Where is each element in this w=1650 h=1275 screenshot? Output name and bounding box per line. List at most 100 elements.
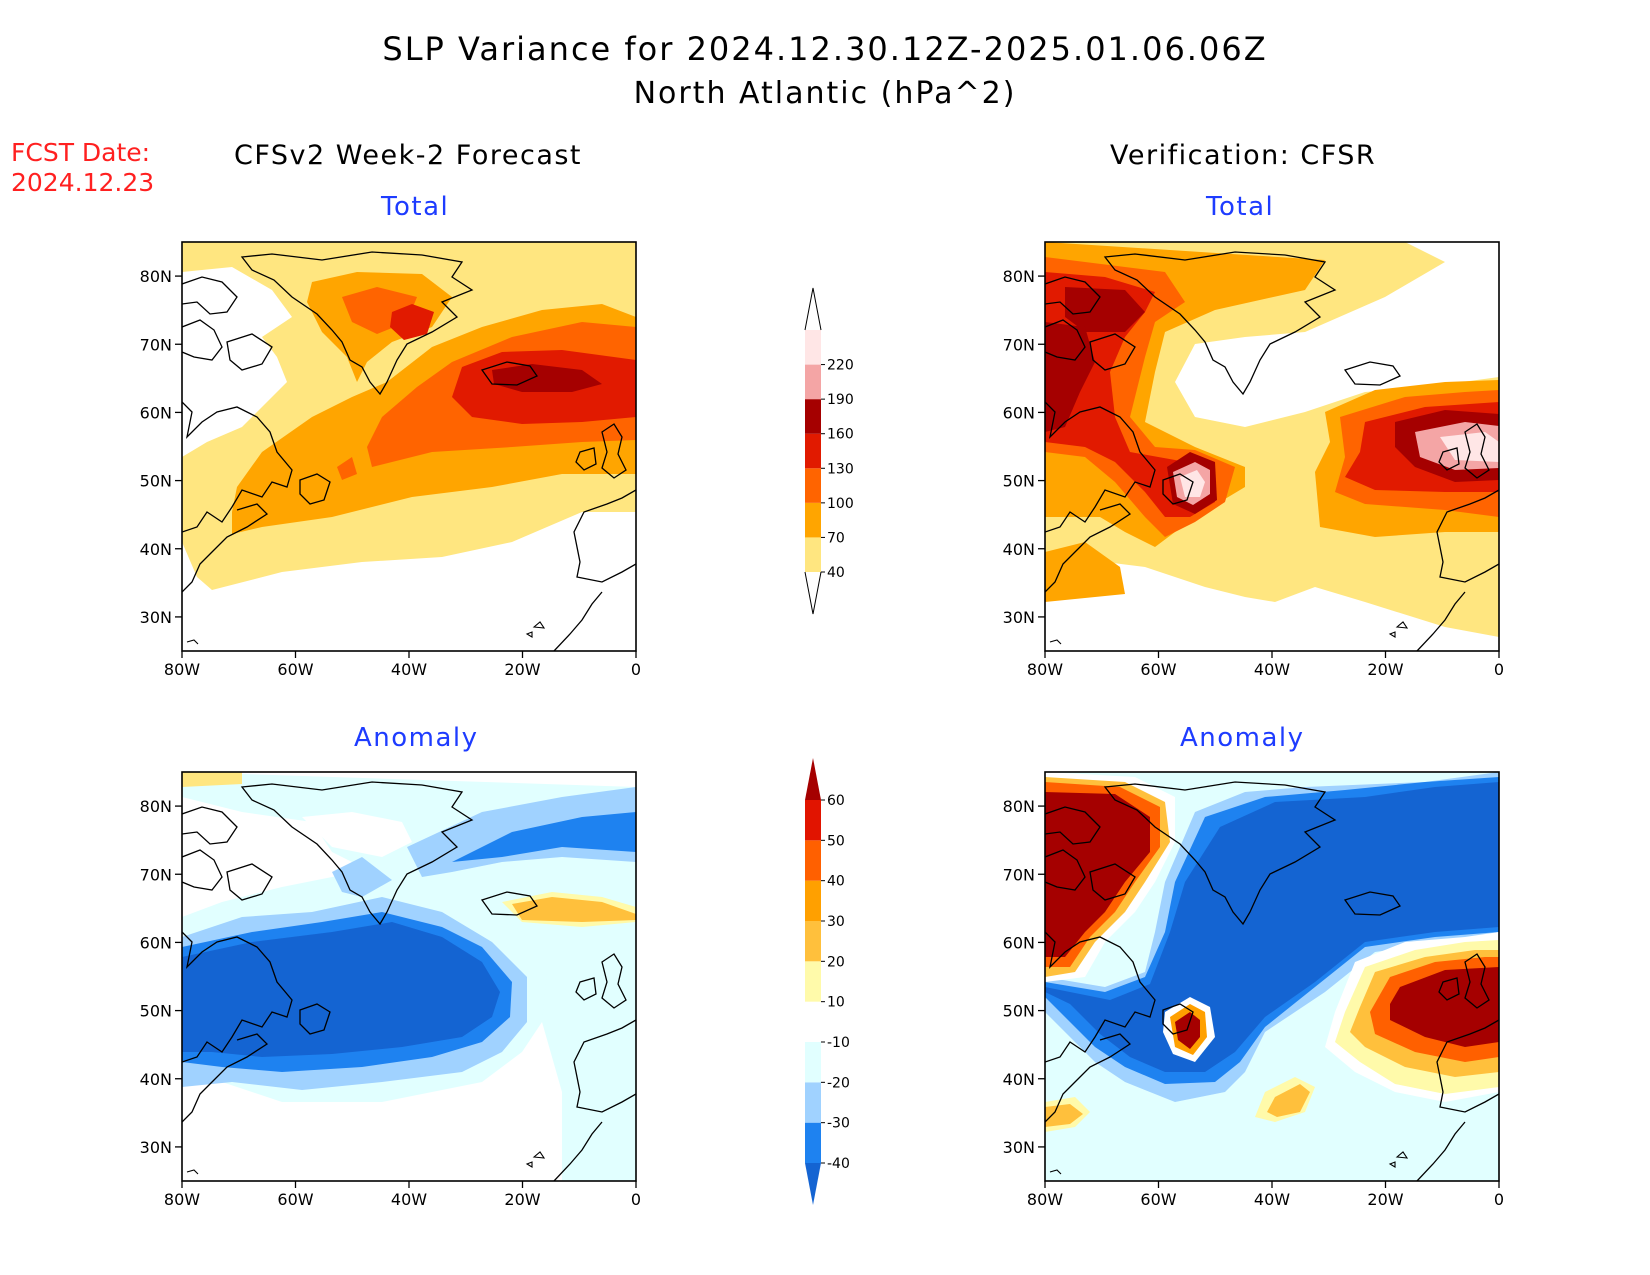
- forecast-total-lon-label: 60W: [277, 660, 313, 679]
- verification-total-lon-label: 80W: [1027, 660, 1063, 679]
- anomaly-colorbar-label: 60: [827, 793, 845, 809]
- anomaly-colorbar-swatch: [805, 1122, 821, 1163]
- anomaly-colorbar-label: -30: [827, 1116, 850, 1132]
- forecast-anomaly-lon-label: 80W: [164, 1190, 200, 1209]
- total-colorbar-swatch: [805, 399, 821, 434]
- verification-anomaly-lat-label: 30N: [1003, 1138, 1035, 1157]
- forecast-anomaly-lon-label: 0: [631, 1190, 641, 1209]
- verification-total-lon-label: 20W: [1367, 660, 1403, 679]
- forecast-anomaly-lon-label: 40W: [391, 1190, 427, 1209]
- total-colorbar-swatch: [805, 330, 821, 365]
- total-colorbar-label: 40: [827, 565, 845, 581]
- forecast-total-lon-label: 20W: [504, 660, 540, 679]
- total-colorbar-label: 160: [827, 427, 854, 443]
- forecast-total-lat-label: 70N: [140, 335, 172, 354]
- forecast-total-lon-label: 0: [631, 660, 641, 679]
- fcst-date-value: 2024.12.23: [11, 168, 155, 197]
- total-colorbar-label: 220: [827, 358, 854, 374]
- total-colorbar-swatch: [805, 537, 821, 572]
- anomaly-colorbar-swatch: [805, 1001, 821, 1042]
- forecast-column-title: CFSv2 Week-2 Forecast: [234, 140, 583, 171]
- verification-total-lat-label: 70N: [1003, 335, 1035, 354]
- fcst-date-caption: FCST Date:: [11, 138, 151, 167]
- total-colorbar: 40 70 100 130 160 190 220: [804, 287, 854, 615]
- verification-total-lat-label: 30N: [1003, 608, 1035, 627]
- verification-anomaly-title: Anomaly: [1180, 723, 1305, 753]
- anomaly-colorbar-swatch: [805, 1042, 821, 1083]
- verification-total-map: [1045, 242, 1499, 651]
- verification-anomaly-lat-label: 80N: [1003, 797, 1035, 816]
- verification-anomaly-lon-label: 60W: [1140, 1190, 1176, 1209]
- main-subtitle: North Atlantic (hPa^2): [633, 76, 1017, 111]
- anomaly-colorbar-label: 40: [827, 874, 845, 890]
- verification-total-lon-label: 40W: [1254, 660, 1290, 679]
- verification-anomaly-map: [1045, 772, 1499, 1181]
- total-colorbar-swatch: [805, 502, 821, 538]
- forecast-total-title: Total: [381, 192, 450, 222]
- forecast-anomaly-title: Anomaly: [354, 723, 479, 753]
- anomaly-colorbar-label: 30: [827, 914, 845, 930]
- verification-anomaly-lat-label: 40N: [1003, 1070, 1035, 1089]
- verification-column-title: Verification: CFSR: [1110, 140, 1377, 171]
- total-colorbar-top-arrow: [804, 287, 822, 331]
- forecast-anomaly-lat-label: 80N: [140, 797, 172, 816]
- anomaly-colorbar-swatch: [805, 800, 821, 841]
- anomaly-colorbar: -40 -30 -20 -10 10 20 30 40 50 60: [805, 758, 850, 1205]
- total-colorbar-swatch: [805, 364, 821, 400]
- verification-anomaly-lon-label: 40W: [1254, 1190, 1290, 1209]
- verification-total-lat-label: 80N: [1003, 267, 1035, 286]
- forecast-total-lat-label: 30N: [140, 608, 172, 627]
- verification-total-lat-label: 50N: [1003, 472, 1035, 491]
- anomaly-colorbar-swatch: [805, 880, 821, 921]
- anomaly-colorbar-label: 20: [827, 954, 845, 970]
- forecast-total-lon-label: 40W: [391, 660, 427, 679]
- verification-total-lat-label: 60N: [1003, 403, 1035, 422]
- anomaly-colorbar-label: -40: [827, 1156, 850, 1172]
- fcst-date-label: FCST Date: 2024.12.23: [11, 138, 154, 198]
- anomaly-colorbar-top-arrow: [805, 758, 821, 800]
- axes-layer: 80N 70N 60N 50N 40N 30N 80W 60W 40W 20W 0 80N 70N 60N…: [140, 267, 1504, 1209]
- forecast-anomaly-lat-label: 40N: [140, 1070, 172, 1089]
- forecast-total-map: [182, 242, 636, 651]
- forecast-anomaly-lat-label: 30N: [140, 1138, 172, 1157]
- forecast-anomaly-lon-label: 20W: [504, 1190, 540, 1209]
- total-colorbar-bottom-arrow: [804, 571, 822, 615]
- total-colorbar-label: 100: [827, 496, 854, 512]
- main-title: SLP Variance for 2024.12.30.12Z-2025.01.…: [382, 30, 1268, 68]
- verification-total-title: Total: [1206, 192, 1275, 222]
- verification-anomaly-lat-label: 50N: [1003, 1002, 1035, 1021]
- forecast-total-lat-label: 80N: [140, 267, 172, 286]
- total-colorbar-label: 70: [827, 530, 845, 546]
- forecast-anomaly-lon-label: 60W: [277, 1190, 313, 1209]
- verification-total-lon-label: 0: [1494, 660, 1504, 679]
- total-colorbar-swatch: [805, 433, 821, 469]
- total-colorbar-label: 190: [827, 392, 854, 408]
- anomaly-colorbar-swatch: [805, 1082, 821, 1123]
- verification-anomaly-lon-label: 80W: [1027, 1190, 1063, 1209]
- anomaly-colorbar-label: 50: [827, 833, 845, 849]
- verification-total-lat-label: 40N: [1003, 540, 1035, 559]
- verification-total-lon-label: 60W: [1140, 660, 1176, 679]
- total-colorbar-label: 130: [827, 461, 854, 477]
- forecast-total-lon-label: 80W: [164, 660, 200, 679]
- forecast-anomaly-lat-label: 70N: [140, 865, 172, 884]
- forecast-anomaly-map: [182, 772, 636, 1181]
- forecast-total-lat-label: 50N: [140, 472, 172, 491]
- forecast-total-lat-label: 60N: [140, 403, 172, 422]
- anomaly-colorbar-swatch: [805, 961, 821, 1002]
- verification-anomaly-lon-label: 0: [1494, 1190, 1504, 1209]
- forecast-anomaly-lat-label: 50N: [140, 1002, 172, 1021]
- verification-anomaly-lat-label: 60N: [1003, 933, 1035, 952]
- anomaly-colorbar-bottom-arrow: [805, 1163, 821, 1205]
- anomaly-colorbar-swatch: [805, 921, 821, 962]
- anomaly-colorbar-label: 10: [827, 995, 845, 1011]
- verification-anomaly-lat-label: 70N: [1003, 865, 1035, 884]
- total-colorbar-swatch: [805, 468, 821, 503]
- forecast-anomaly-lat-label: 60N: [140, 933, 172, 952]
- anomaly-colorbar-label: -20: [827, 1075, 850, 1091]
- anomaly-colorbar-swatch: [805, 840, 821, 881]
- verification-anomaly-lon-label: 20W: [1367, 1190, 1403, 1209]
- anomaly-colorbar-label: -10: [827, 1035, 850, 1051]
- forecast-total-lat-label: 40N: [140, 540, 172, 559]
